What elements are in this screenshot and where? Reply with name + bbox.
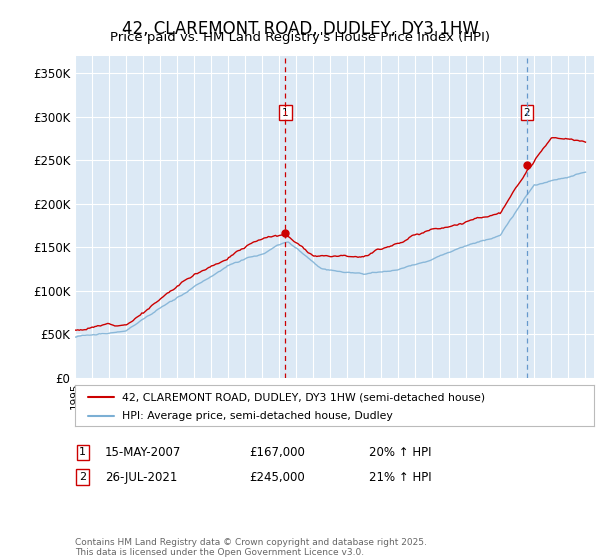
Text: £167,000: £167,000 (249, 446, 305, 459)
Text: 2: 2 (524, 108, 530, 118)
Text: 2: 2 (79, 472, 86, 482)
Text: 42, CLAREMONT ROAD, DUDLEY, DY3 1HW: 42, CLAREMONT ROAD, DUDLEY, DY3 1HW (122, 20, 478, 38)
Text: 1: 1 (79, 447, 86, 458)
Text: 1: 1 (282, 108, 289, 118)
Text: 26-JUL-2021: 26-JUL-2021 (105, 470, 178, 484)
Text: 42, CLAREMONT ROAD, DUDLEY, DY3 1HW (semi-detached house): 42, CLAREMONT ROAD, DUDLEY, DY3 1HW (sem… (122, 393, 485, 403)
Text: 15-MAY-2007: 15-MAY-2007 (105, 446, 181, 459)
Text: £245,000: £245,000 (249, 470, 305, 484)
Text: 21% ↑ HPI: 21% ↑ HPI (369, 470, 431, 484)
Text: Contains HM Land Registry data © Crown copyright and database right 2025.
This d: Contains HM Land Registry data © Crown c… (75, 538, 427, 557)
Text: Price paid vs. HM Land Registry's House Price Index (HPI): Price paid vs. HM Land Registry's House … (110, 31, 490, 44)
Text: 20% ↑ HPI: 20% ↑ HPI (369, 446, 431, 459)
Text: HPI: Average price, semi-detached house, Dudley: HPI: Average price, semi-detached house,… (122, 410, 392, 421)
